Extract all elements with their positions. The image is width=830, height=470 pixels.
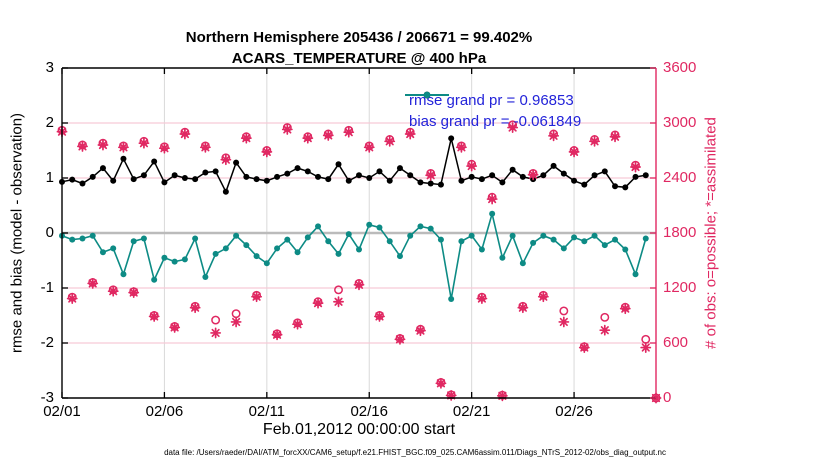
assimilated-count-marker (179, 128, 191, 140)
x-axis-label: Feb.01,2012 00:00:00 start (262, 421, 456, 438)
possible-count-marker (334, 285, 343, 295)
right-y-tick-label: 2400 (663, 169, 697, 186)
assimilated-count-marker (445, 389, 457, 401)
assimilated-count-marker (281, 123, 293, 135)
x-tick-label: 02/11 (248, 403, 286, 420)
assimilated-count-marker (363, 141, 375, 153)
assimilated-count-marker (117, 141, 129, 153)
right-y-tick-label: 3000 (663, 114, 697, 131)
assimilated-count-marker (394, 333, 406, 345)
assimilated-count-marker (312, 297, 324, 309)
left-y-tick-label: 0 (45, 224, 54, 241)
assimilated-count-marker (107, 285, 119, 297)
assimilated-count-marker (507, 122, 519, 134)
assimilated-count-marker (261, 146, 273, 158)
assimilated-count-marker (640, 342, 652, 354)
assimilated-count-marker (609, 131, 621, 143)
right-y-tick-label: 3600 (663, 59, 697, 76)
obs-count-markers (56, 120, 662, 404)
assimilated-count-marker (619, 303, 631, 315)
assimilated-count-marker (455, 141, 467, 153)
assimilated-count-marker (425, 169, 437, 181)
right-y-tick-label: 1200 (663, 279, 697, 296)
assimilated-count-marker (158, 142, 170, 154)
left-y-tick-label: -2 (40, 334, 54, 351)
plot-box (61, 67, 657, 399)
assimilated-count-marker (210, 327, 222, 339)
data-file-path: data file: /Users/raeder/DAI/ATM_forcXX/… (164, 448, 666, 457)
assimilated-count-marker (199, 141, 211, 153)
assimilated-count-marker (414, 325, 426, 337)
assimilated-count-marker (292, 318, 304, 330)
assimilated-count-marker (87, 277, 99, 289)
assimilated-count-marker (599, 324, 611, 336)
right-y-axis-label: # of obs: o=possible; *=assimilated (702, 117, 720, 349)
left-y-tick-label: 3 (45, 59, 54, 76)
assimilated-count-marker (527, 169, 539, 181)
legend-rmse-label: rmse grand pr = 0.96853 (409, 92, 574, 109)
assimilated-count-marker (138, 137, 150, 149)
assimilated-count-marker (517, 302, 529, 314)
assimilated-count-marker (404, 128, 416, 140)
possible-count-marker (211, 315, 221, 325)
legend-bias-label: bias grand pr = -0.061849 (409, 113, 582, 130)
assimilated-count-marker (220, 154, 232, 166)
left-y-tick-label: 2 (45, 114, 54, 131)
assimilated-count-marker (271, 329, 283, 341)
assimilated-count-marker (353, 279, 365, 291)
assimilated-count-marker (496, 390, 508, 402)
assimilated-count-marker (128, 287, 140, 299)
assimilated-count-marker (251, 291, 263, 303)
x-tick-label: 02/16 (350, 403, 388, 420)
assimilated-count-marker (548, 130, 560, 142)
assimilated-count-marker (322, 129, 334, 141)
assimilated-count-marker (97, 139, 109, 151)
assimilated-count-marker (486, 193, 498, 205)
assimilated-count-marker (169, 321, 181, 333)
possible-count-marker (641, 334, 651, 344)
left-y-tick-label: -3 (40, 389, 54, 406)
assimilated-count-marker (630, 161, 641, 173)
right-y-tick-label: 600 (663, 334, 689, 351)
assimilated-count-marker (384, 135, 396, 147)
x-tick-label: 02/26 (555, 403, 593, 420)
assimilated-count-marker (302, 132, 314, 144)
x-tick-label: 02/01 (43, 403, 81, 420)
assimilated-count-marker (333, 296, 344, 308)
assimilated-count-marker (230, 316, 242, 328)
assimilated-count-marker (148, 310, 160, 322)
assimilated-count-marker (466, 160, 478, 172)
assimilated-count-marker (578, 342, 590, 354)
left-y-tick-label: -1 (40, 279, 54, 296)
rmse-series (59, 135, 649, 195)
right-y-tick-label: 1800 (663, 224, 697, 241)
x-tick-label: 02/06 (145, 403, 184, 420)
assimilated-count-marker (343, 126, 355, 138)
assimilated-count-marker (374, 310, 385, 322)
possible-count-marker (231, 309, 241, 319)
x-tick-label: 02/21 (452, 403, 491, 420)
chart-title-line2: ACARS_TEMPERATURE @ 400 hPa (231, 50, 487, 67)
assimilated-count-marker (240, 132, 252, 144)
left-y-tick-label: 1 (45, 169, 54, 186)
assimilated-count-marker (568, 146, 580, 158)
possible-count-marker (559, 306, 569, 316)
bias-line-swatch-icon (405, 91, 449, 99)
assimilated-count-marker (558, 316, 570, 328)
legend: rmse grand pr = 0.96853 bias grand pr = … (404, 90, 581, 132)
right-y-tick-label: 0 (663, 389, 672, 406)
assimilated-count-marker (589, 135, 601, 147)
assimilated-count-marker (476, 293, 488, 304)
assimilated-count-marker (189, 302, 201, 314)
chart-title-line1: Northern Hemisphere 205436 / 206671 = 99… (185, 29, 533, 46)
legend-entry-bias: bias grand pr = -0.061849 (404, 91, 582, 132)
assimilated-count-marker (77, 140, 88, 152)
assimilated-count-marker (537, 291, 549, 303)
assimilated-count-marker (66, 293, 78, 304)
possible-count-marker (600, 312, 610, 322)
assimilated-count-marker (435, 377, 447, 389)
